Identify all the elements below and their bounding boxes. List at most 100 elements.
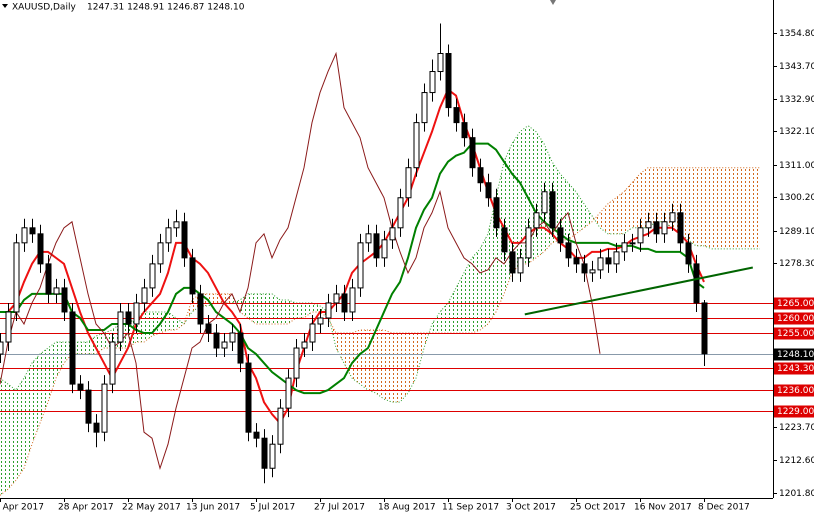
candle-body [37, 233, 44, 265]
level-label-box [774, 362, 814, 375]
level-label: 1255.00 [777, 329, 814, 339]
candle-body [429, 71, 436, 94]
cloud-segment [640, 167, 648, 228]
cloud-segment [744, 167, 752, 249]
cloud-segment [432, 311, 440, 334]
candle-body [61, 287, 68, 313]
y-tick-label: 1354.80 [779, 29, 814, 39]
cloud-segment [360, 329, 368, 391]
candle-body [173, 221, 180, 229]
cloud-segment [632, 173, 640, 228]
candle-body [357, 242, 364, 289]
candle-body [29, 227, 36, 235]
candle-body [189, 257, 196, 295]
candle-body [525, 227, 532, 259]
candle-body [45, 263, 52, 295]
y-tick-label: 1322.10 [779, 127, 814, 137]
candle-body [653, 221, 660, 235]
cloud-segment [616, 191, 624, 234]
candle-body [85, 389, 92, 424]
cloud-segment [288, 299, 296, 324]
candle-body [5, 311, 12, 343]
cloud-segment [408, 333, 416, 394]
cloud-segment [40, 348, 48, 424]
candle-body [13, 242, 20, 313]
candle-body [621, 242, 628, 253]
last-price-label: 1248.10 [777, 350, 814, 360]
x-tick-label: 3 Oct 2017 [506, 503, 556, 513]
cloud-segment [296, 302, 304, 318]
candle-body [333, 293, 340, 304]
x-tick-label: 27 Jul 2017 [314, 503, 365, 513]
indicator-line [0, 88, 705, 425]
candle-body [309, 323, 316, 343]
cloud-segment [464, 257, 472, 334]
level-label-box [774, 312, 814, 325]
cloud-segment [720, 167, 728, 249]
candle-body [581, 263, 588, 274]
candle-body [405, 167, 412, 199]
menu-arrow[interactable] [2, 4, 8, 8]
candle-body [461, 122, 468, 139]
level-label: 1260.00 [777, 314, 814, 324]
candle-body [149, 263, 156, 289]
y-tick-label: 1212.60 [779, 456, 814, 466]
cloud-segment [736, 167, 744, 249]
level-label-box [774, 405, 814, 418]
cloud-segment [48, 342, 56, 403]
cloud-segment [24, 363, 32, 469]
price-axis: 1265.00 1260.00 1255.00 1243.30 1236.00 1229.… [773, 29, 814, 499]
cloud-segment [608, 197, 616, 234]
cloud-segment [472, 248, 480, 334]
cloud-segment [648, 167, 656, 228]
candle-body [205, 323, 212, 334]
cloud-segment [8, 384, 16, 490]
candle-body [165, 227, 172, 244]
shift-marker [550, 0, 556, 5]
candle-body [413, 122, 420, 169]
cloud-segment [144, 311, 152, 343]
candle-body [669, 212, 676, 223]
x-tick-label: 11 Sep 2017 [442, 503, 499, 513]
candle-body [437, 52, 444, 73]
cloud-segment [160, 311, 168, 334]
cloud-segment [96, 333, 104, 355]
candle-body [549, 191, 556, 229]
candle-body [285, 377, 292, 409]
candle-body [661, 221, 668, 235]
candle-body [685, 242, 692, 265]
cloud-segment [168, 311, 176, 330]
candle-body [381, 239, 388, 259]
candle-body [469, 137, 476, 169]
cloud-segment [696, 167, 704, 246]
y-tick-label: 1201.80 [779, 489, 814, 499]
candle-body [253, 431, 260, 439]
candle-body [53, 287, 60, 295]
quote: 1247.31 1248.91 1246.87 1248.10 [87, 3, 245, 13]
level-label: 1265.00 [777, 299, 814, 309]
cloud-segment [704, 167, 712, 249]
y-tick-label: 1332.90 [779, 95, 814, 105]
candle-body [157, 242, 164, 265]
candle-body [197, 293, 204, 325]
candle-body [237, 332, 244, 364]
candle-body [557, 227, 564, 244]
y-tick-label: 1289.10 [779, 227, 814, 237]
cloud-segment [568, 182, 576, 240]
cloud-segment [560, 173, 568, 240]
symbol: XAUUSD,Daily [12, 3, 76, 13]
candle-body [141, 287, 148, 304]
cloud-segment [248, 293, 256, 324]
candle-body [613, 251, 620, 265]
candle-body [501, 227, 508, 253]
cloud-segment [176, 317, 184, 330]
candle-body [365, 233, 372, 244]
cloud-segment [280, 299, 288, 324]
candle-body [605, 257, 612, 265]
level-label: 1243.30 [777, 364, 814, 374]
cloud-segment [688, 167, 696, 246]
level-label-box [774, 384, 814, 397]
candle-body [325, 302, 332, 319]
